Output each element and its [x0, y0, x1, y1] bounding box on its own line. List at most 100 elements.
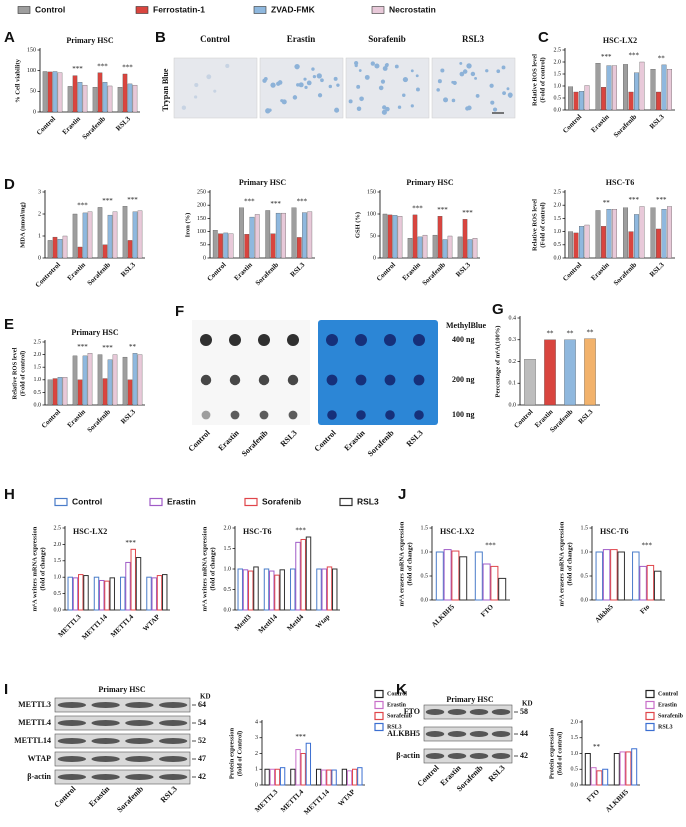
protein-band — [425, 709, 445, 715]
bar — [482, 563, 491, 601]
significance: *** — [642, 542, 653, 550]
bar — [97, 72, 103, 113]
stain-dot — [414, 410, 424, 420]
significance: *** — [102, 197, 113, 205]
bar — [104, 580, 110, 611]
stained-cell — [268, 108, 272, 112]
y-tick-label: 250 — [197, 189, 206, 195]
x-tick-label: Sorafenib — [86, 261, 112, 287]
band-label: METTL14 — [14, 736, 51, 745]
protein-band — [469, 731, 489, 737]
lane-label: RSL3 — [405, 428, 425, 448]
stained-cell — [415, 74, 419, 78]
stained-cell — [298, 82, 304, 88]
bar — [254, 214, 260, 259]
bar — [135, 557, 142, 611]
x-tick-label: RSL3 — [119, 408, 137, 426]
legend-label: ZVAD-FMK — [271, 4, 316, 14]
kd-label: 42 — [520, 751, 528, 760]
lane-label: RSL3 — [159, 784, 179, 804]
x-tick-label: Mettl14 — [257, 613, 280, 636]
protein-band — [447, 709, 467, 715]
lane-label: Control — [416, 763, 442, 789]
amount-label: 400 ng — [452, 335, 474, 344]
bar — [122, 73, 128, 113]
stained-cell — [194, 95, 198, 99]
y-tick-label: 0.0 — [34, 402, 42, 408]
blot-dot — [258, 334, 270, 346]
y-axis-label: (fold of change) — [39, 547, 46, 590]
x-tick-label: METTL14 — [302, 788, 331, 817]
bar — [397, 216, 403, 259]
y-tick-label: 2.5 — [34, 339, 42, 345]
bar — [107, 359, 113, 406]
stained-cell — [501, 65, 506, 70]
bar — [47, 71, 53, 113]
bar — [248, 570, 254, 611]
bar — [602, 768, 609, 786]
y-tick-label: 1.0 — [571, 751, 579, 757]
bar — [156, 575, 163, 611]
legend-swatch — [135, 6, 149, 14]
panel-letter: A — [4, 29, 15, 46]
stained-cell — [378, 85, 384, 91]
significance: *** — [601, 53, 612, 61]
stained-cell — [348, 99, 353, 104]
bar — [639, 565, 647, 601]
stained-cell — [443, 97, 449, 103]
y-tick-label: 4 — [255, 719, 258, 725]
bar — [595, 210, 601, 259]
bar — [650, 69, 656, 111]
bar — [162, 574, 168, 611]
bar — [321, 568, 327, 611]
column-label: RSL3 — [462, 34, 485, 44]
bar — [382, 213, 388, 259]
bar — [264, 768, 270, 786]
significance: *** — [72, 65, 83, 73]
y-tick-label: 0.0 — [554, 255, 562, 261]
bar — [437, 216, 443, 259]
column-label: Erastin — [287, 34, 316, 44]
protein-band — [57, 756, 87, 762]
bar — [650, 207, 656, 259]
blot-dot — [201, 410, 211, 420]
chart-title: HSC-LX2 — [440, 527, 474, 536]
y-axis-label: m⁶A writers mRNA expression — [201, 526, 208, 611]
x-tick-label: Sorafenib — [81, 115, 107, 141]
bar — [93, 576, 100, 611]
bar — [331, 769, 337, 786]
bar — [498, 577, 507, 601]
bar — [127, 83, 133, 113]
x-tick-label: RSL3 — [577, 408, 595, 426]
legend-label: Erastin — [167, 496, 196, 506]
y-tick-label: 0.5 — [421, 573, 429, 579]
x-tick-label: Control — [561, 113, 583, 135]
y-axis-label: (fold of control) — [556, 732, 563, 776]
x-tick-label: RSL3 — [289, 261, 307, 279]
bar — [132, 353, 138, 406]
bar — [447, 235, 453, 259]
bar — [300, 538, 306, 611]
bar — [279, 569, 285, 611]
bar — [639, 61, 645, 111]
bar — [127, 240, 133, 259]
bar — [573, 91, 579, 111]
blot-strip — [54, 715, 191, 731]
x-tick-label: Erastin — [589, 113, 610, 134]
x-tick-label: Control — [35, 115, 57, 137]
legend-label: Control — [35, 4, 65, 14]
bar — [295, 749, 301, 786]
y-tick-label: 150 — [367, 189, 376, 195]
legend-label: Erastin — [658, 702, 678, 708]
stained-cell — [333, 76, 338, 81]
stained-cell — [382, 66, 388, 71]
y-tick-label: 0.5 — [224, 587, 232, 593]
significance: *** — [629, 196, 640, 204]
significance: *** — [462, 209, 473, 217]
band-label: β-actin — [27, 772, 51, 781]
bar — [667, 69, 673, 111]
bar — [265, 210, 271, 259]
bar — [467, 239, 473, 259]
bar — [667, 206, 673, 259]
bar — [316, 568, 322, 611]
